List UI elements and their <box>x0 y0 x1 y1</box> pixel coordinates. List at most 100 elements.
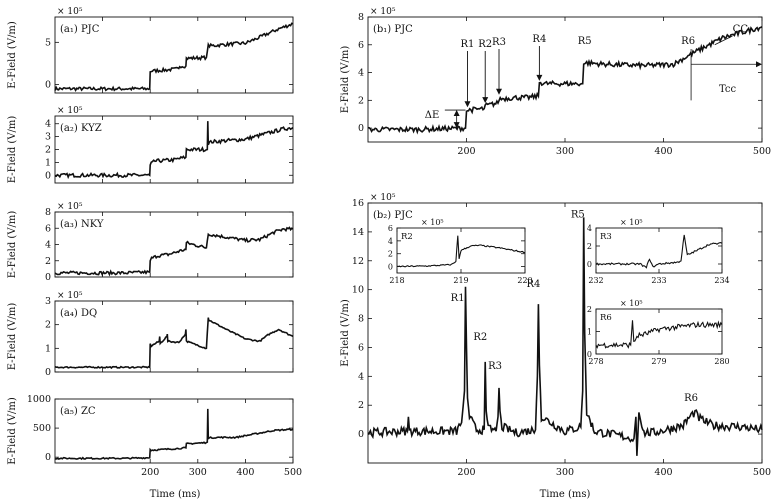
plot-frame-b1 <box>367 16 763 143</box>
chart-a5: 0 500 1000 200 300 400 500 (a₅) ZC E-Field (V/m) <box>7 394 302 478</box>
x-tick-label: 220 <box>517 276 532 285</box>
y-tick-label: 1 <box>45 343 51 354</box>
panel-label-a2: (a₂) KYZ <box>60 123 102 134</box>
y-tick-label: 8 <box>358 12 364 23</box>
y-tick-label: 0 <box>388 263 393 272</box>
panel-label-b2-inset-r6: R6 <box>600 313 612 323</box>
y-tick-label: 0 <box>587 260 592 269</box>
y-tick-label: 2 <box>587 305 592 314</box>
exponent-label: × 10⁵ <box>370 7 396 17</box>
y-tick-label: 2 <box>587 242 592 251</box>
annotation-label: R5 <box>578 36 592 47</box>
y-tick-label: 16 <box>352 198 364 209</box>
y-tick-label: 0 <box>45 367 51 378</box>
arrow-head <box>496 88 503 95</box>
y-tick-label: 0 <box>587 350 592 359</box>
x-tick-label: 300 <box>556 146 574 157</box>
series-line-b1 <box>367 26 763 135</box>
y-tick-label: 4 <box>358 371 364 382</box>
y-tick-label: 4 <box>358 68 364 79</box>
series-line-a1 <box>54 22 294 92</box>
y-tick-label: 3 <box>45 296 51 307</box>
y-tick-label: 6 <box>358 40 364 51</box>
x-tick-label: 500 <box>753 467 771 478</box>
y-tick-label: 0 <box>45 170 51 181</box>
y-tick-label: 0 <box>45 272 51 283</box>
series-line-a3 <box>54 226 294 277</box>
annotation-label: CC <box>733 24 749 35</box>
exponent-label: × 10⁵ <box>620 299 643 308</box>
series-line-b2-inset-r3 <box>595 234 723 269</box>
y-tick-label: 4 <box>587 224 592 233</box>
y-tick-label: 0 <box>358 123 364 134</box>
y-tick-label: 1 <box>45 157 51 168</box>
exponent-label: × 10⁵ <box>620 218 643 227</box>
peak-label: R5 <box>571 209 585 220</box>
exponent-label: × 10⁵ <box>57 202 83 212</box>
y-tick-label: 1 <box>587 328 592 337</box>
plot-frame-a1 <box>54 16 294 94</box>
arrow-head <box>756 61 762 68</box>
chart-a3: 0 2 4 6 8 × 10⁵ (a₃) NKY E-Field (V/m) <box>7 202 294 283</box>
x-tick-label: 400 <box>654 146 672 157</box>
arrow-head <box>482 97 489 104</box>
y-tick-label: 5 <box>45 37 51 48</box>
tcc-label: Tcc <box>719 84 736 95</box>
chart-a2: 0 12 3 4 × 10⁵ (a₂) KYZ E-Field (V/m) <box>7 106 294 184</box>
y-tick-label: 2 <box>358 95 364 106</box>
chart-b2-inset-r2: 0 2 4 6 218 219 220 × 10⁵ R2 <box>388 218 533 285</box>
arrow-head <box>464 101 471 108</box>
annotation-leader <box>714 35 733 46</box>
y-tick-label: 1000 <box>27 394 51 405</box>
chart-b1: 0 2 4 6 8 200 300 400 500 × 10⁵ (b₁) PJC E-Field (V… <box>340 7 771 157</box>
y-axis-label: E-Field (V/m) <box>7 397 18 465</box>
y-tick-label: 0 <box>45 452 51 463</box>
x-tick-label: 500 <box>753 146 771 157</box>
y-tick-label: 2 <box>388 250 393 259</box>
series-line-a4 <box>54 317 294 370</box>
x-tick-label: 278 <box>588 357 603 366</box>
annotation-label: R4 <box>532 34 546 45</box>
y-axis-label: E-Field (V/m) <box>340 299 351 367</box>
x-tick-label: 233 <box>651 276 666 285</box>
y-tick-label: 4 <box>388 237 393 246</box>
panel-label-a3: (a₃) NKY <box>60 219 104 230</box>
x-tick-label: 279 <box>651 357 666 366</box>
chart-a1: 0 5 × 10⁵ (a₁) PJC E-Field (V/m) <box>7 7 294 94</box>
x-tick-label: 300 <box>189 467 207 478</box>
y-axis-label: E-Field (V/m) <box>7 211 18 279</box>
y-tick-label: 2 <box>45 256 51 267</box>
annotation-label: R6 <box>681 36 695 47</box>
chart-a4: 0 1 2 3 × 10⁵ (a₄) DQ E-Field (V/m) <box>7 291 294 378</box>
y-axis-label: E-Field (V/m) <box>340 46 351 114</box>
y-tick-label: 8 <box>45 207 51 218</box>
annotation-label: R1 <box>461 39 475 50</box>
peak-label: R6 <box>684 393 698 404</box>
y-tick-label: 4 <box>45 119 51 130</box>
y-tick-label: 10 <box>352 285 364 296</box>
x-tick-label: 200 <box>141 467 159 478</box>
exponent-label: × 10⁵ <box>57 106 83 116</box>
y-axis-label: E-Field (V/m) <box>7 21 18 89</box>
y-tick-label: 2 <box>358 400 364 411</box>
panel-label-a5: (a₅) ZC <box>60 406 96 417</box>
x-tick-label: 500 <box>284 467 302 478</box>
exponent-label: × 10⁵ <box>421 218 444 227</box>
x-axis-title-right: Time (ms) <box>540 489 591 500</box>
panel-label-a1: (a₁) PJC <box>60 24 100 35</box>
series-line-a2 <box>54 121 294 180</box>
y-tick-label: 12 <box>352 256 364 267</box>
arrow-head <box>453 110 460 117</box>
chart-b2-inset-r6: 0 1 2 278 279 280 × 10⁵ R6 <box>587 299 730 366</box>
y-tick-label: 6 <box>388 224 393 233</box>
y-axis-label: E-Field (V/m) <box>7 303 18 371</box>
chart-b2-inset-r3: 0 2 4 232 233 234 × 10⁵ R3 <box>587 218 730 285</box>
exponent-label: × 10⁵ <box>57 7 83 17</box>
peak-label: R3 <box>488 361 502 372</box>
exponent-label: × 10⁵ <box>57 291 83 301</box>
series-line-b2 <box>367 217 763 456</box>
delta-e-label: ΔE <box>425 110 440 121</box>
exponent-label: × 10⁵ <box>370 193 396 203</box>
y-tick-label: 500 <box>33 423 51 434</box>
